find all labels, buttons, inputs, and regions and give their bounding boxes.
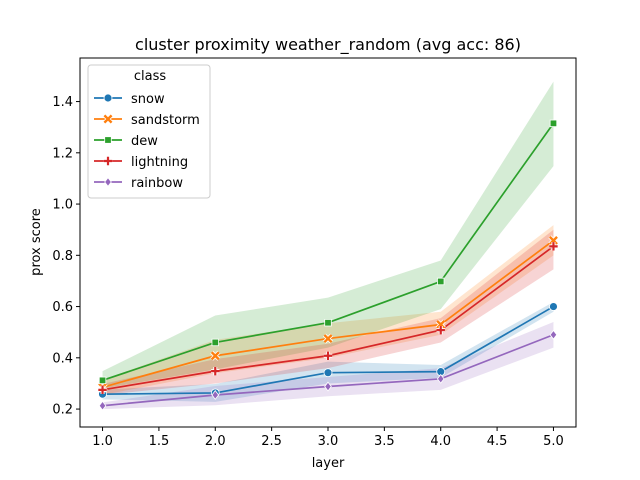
y-tick-label: 0.6 bbox=[52, 300, 73, 315]
band-dew bbox=[102, 81, 554, 389]
legend-marker-snow bbox=[103, 93, 113, 103]
legend-marker-sandstorm bbox=[102, 113, 114, 125]
x-tick-label: 1.5 bbox=[149, 434, 170, 449]
x-axis-label: layer bbox=[312, 456, 345, 471]
legend-label-dew: dew bbox=[131, 134, 158, 149]
x-tick-label: 1.0 bbox=[92, 434, 113, 449]
legend: class snow sandstorm dew lightning rainbow bbox=[87, 64, 211, 199]
point-dew bbox=[211, 338, 219, 347]
x-tick-label: 3.5 bbox=[374, 434, 395, 449]
point-snow bbox=[549, 302, 558, 311]
point-rainbow bbox=[324, 381, 332, 392]
legend-marker-lightning bbox=[103, 156, 113, 166]
x-tick-label: 5.0 bbox=[543, 434, 564, 449]
chart-title: cluster proximity weather_random (avg ac… bbox=[135, 35, 521, 55]
legend-label-snow: snow bbox=[131, 92, 165, 107]
legend-label-lightning: lightning bbox=[131, 155, 188, 170]
point-dew bbox=[437, 277, 445, 286]
y-tick-label: 0.4 bbox=[52, 351, 73, 366]
band-rainbow bbox=[102, 321, 554, 410]
band-sandstorm bbox=[102, 225, 554, 395]
x-tick-label: 2.0 bbox=[205, 434, 226, 449]
point-snow bbox=[323, 368, 333, 378]
x-tick-label: 2.5 bbox=[261, 434, 282, 449]
point-dew bbox=[549, 119, 558, 128]
x-tick-label: 4.0 bbox=[430, 434, 451, 449]
point-sandstorm bbox=[548, 235, 559, 246]
point-lightning bbox=[98, 385, 107, 395]
y-tick-label: 1.0 bbox=[52, 198, 73, 213]
point-sandstorm bbox=[210, 350, 221, 361]
point-rainbow bbox=[549, 329, 558, 340]
y-tick-label: 0.8 bbox=[52, 249, 73, 264]
point-lightning bbox=[323, 351, 333, 360]
legend-label-sandstorm: sandstorm bbox=[131, 113, 200, 128]
point-sandstorm bbox=[322, 333, 334, 344]
point-dew bbox=[324, 319, 332, 327]
y-axis-label: prox score bbox=[29, 208, 44, 276]
legend-marker-dew bbox=[104, 136, 112, 144]
point-rainbow bbox=[211, 390, 220, 400]
series-markers bbox=[97, 119, 559, 411]
x-tick-label: 3.0 bbox=[318, 434, 339, 449]
x-axis: 1.0 1.5 2.0 2.5 3.0 3.5 4.0 4.5 5.0 bbox=[92, 427, 564, 449]
legend-title: class bbox=[134, 69, 166, 84]
point-dew bbox=[98, 376, 107, 385]
legend-label-rainbow: rainbow bbox=[131, 176, 183, 191]
point-sandstorm bbox=[435, 319, 446, 330]
point-rainbow bbox=[98, 400, 107, 411]
y-tick-label: 0.2 bbox=[52, 403, 73, 418]
y-tick-label: 1.2 bbox=[52, 146, 73, 161]
x-tick-label: 4.5 bbox=[487, 434, 508, 449]
point-lightning bbox=[211, 366, 220, 376]
legend-marker-rainbow bbox=[104, 177, 112, 187]
point-lightning bbox=[549, 242, 558, 251]
point-lightning bbox=[436, 325, 445, 335]
point-rainbow bbox=[436, 373, 445, 384]
y-axis: 0.2 0.4 0.6 0.8 1.0 1.2 1.4 bbox=[52, 95, 80, 418]
y-tick-label: 1.4 bbox=[52, 95, 73, 110]
